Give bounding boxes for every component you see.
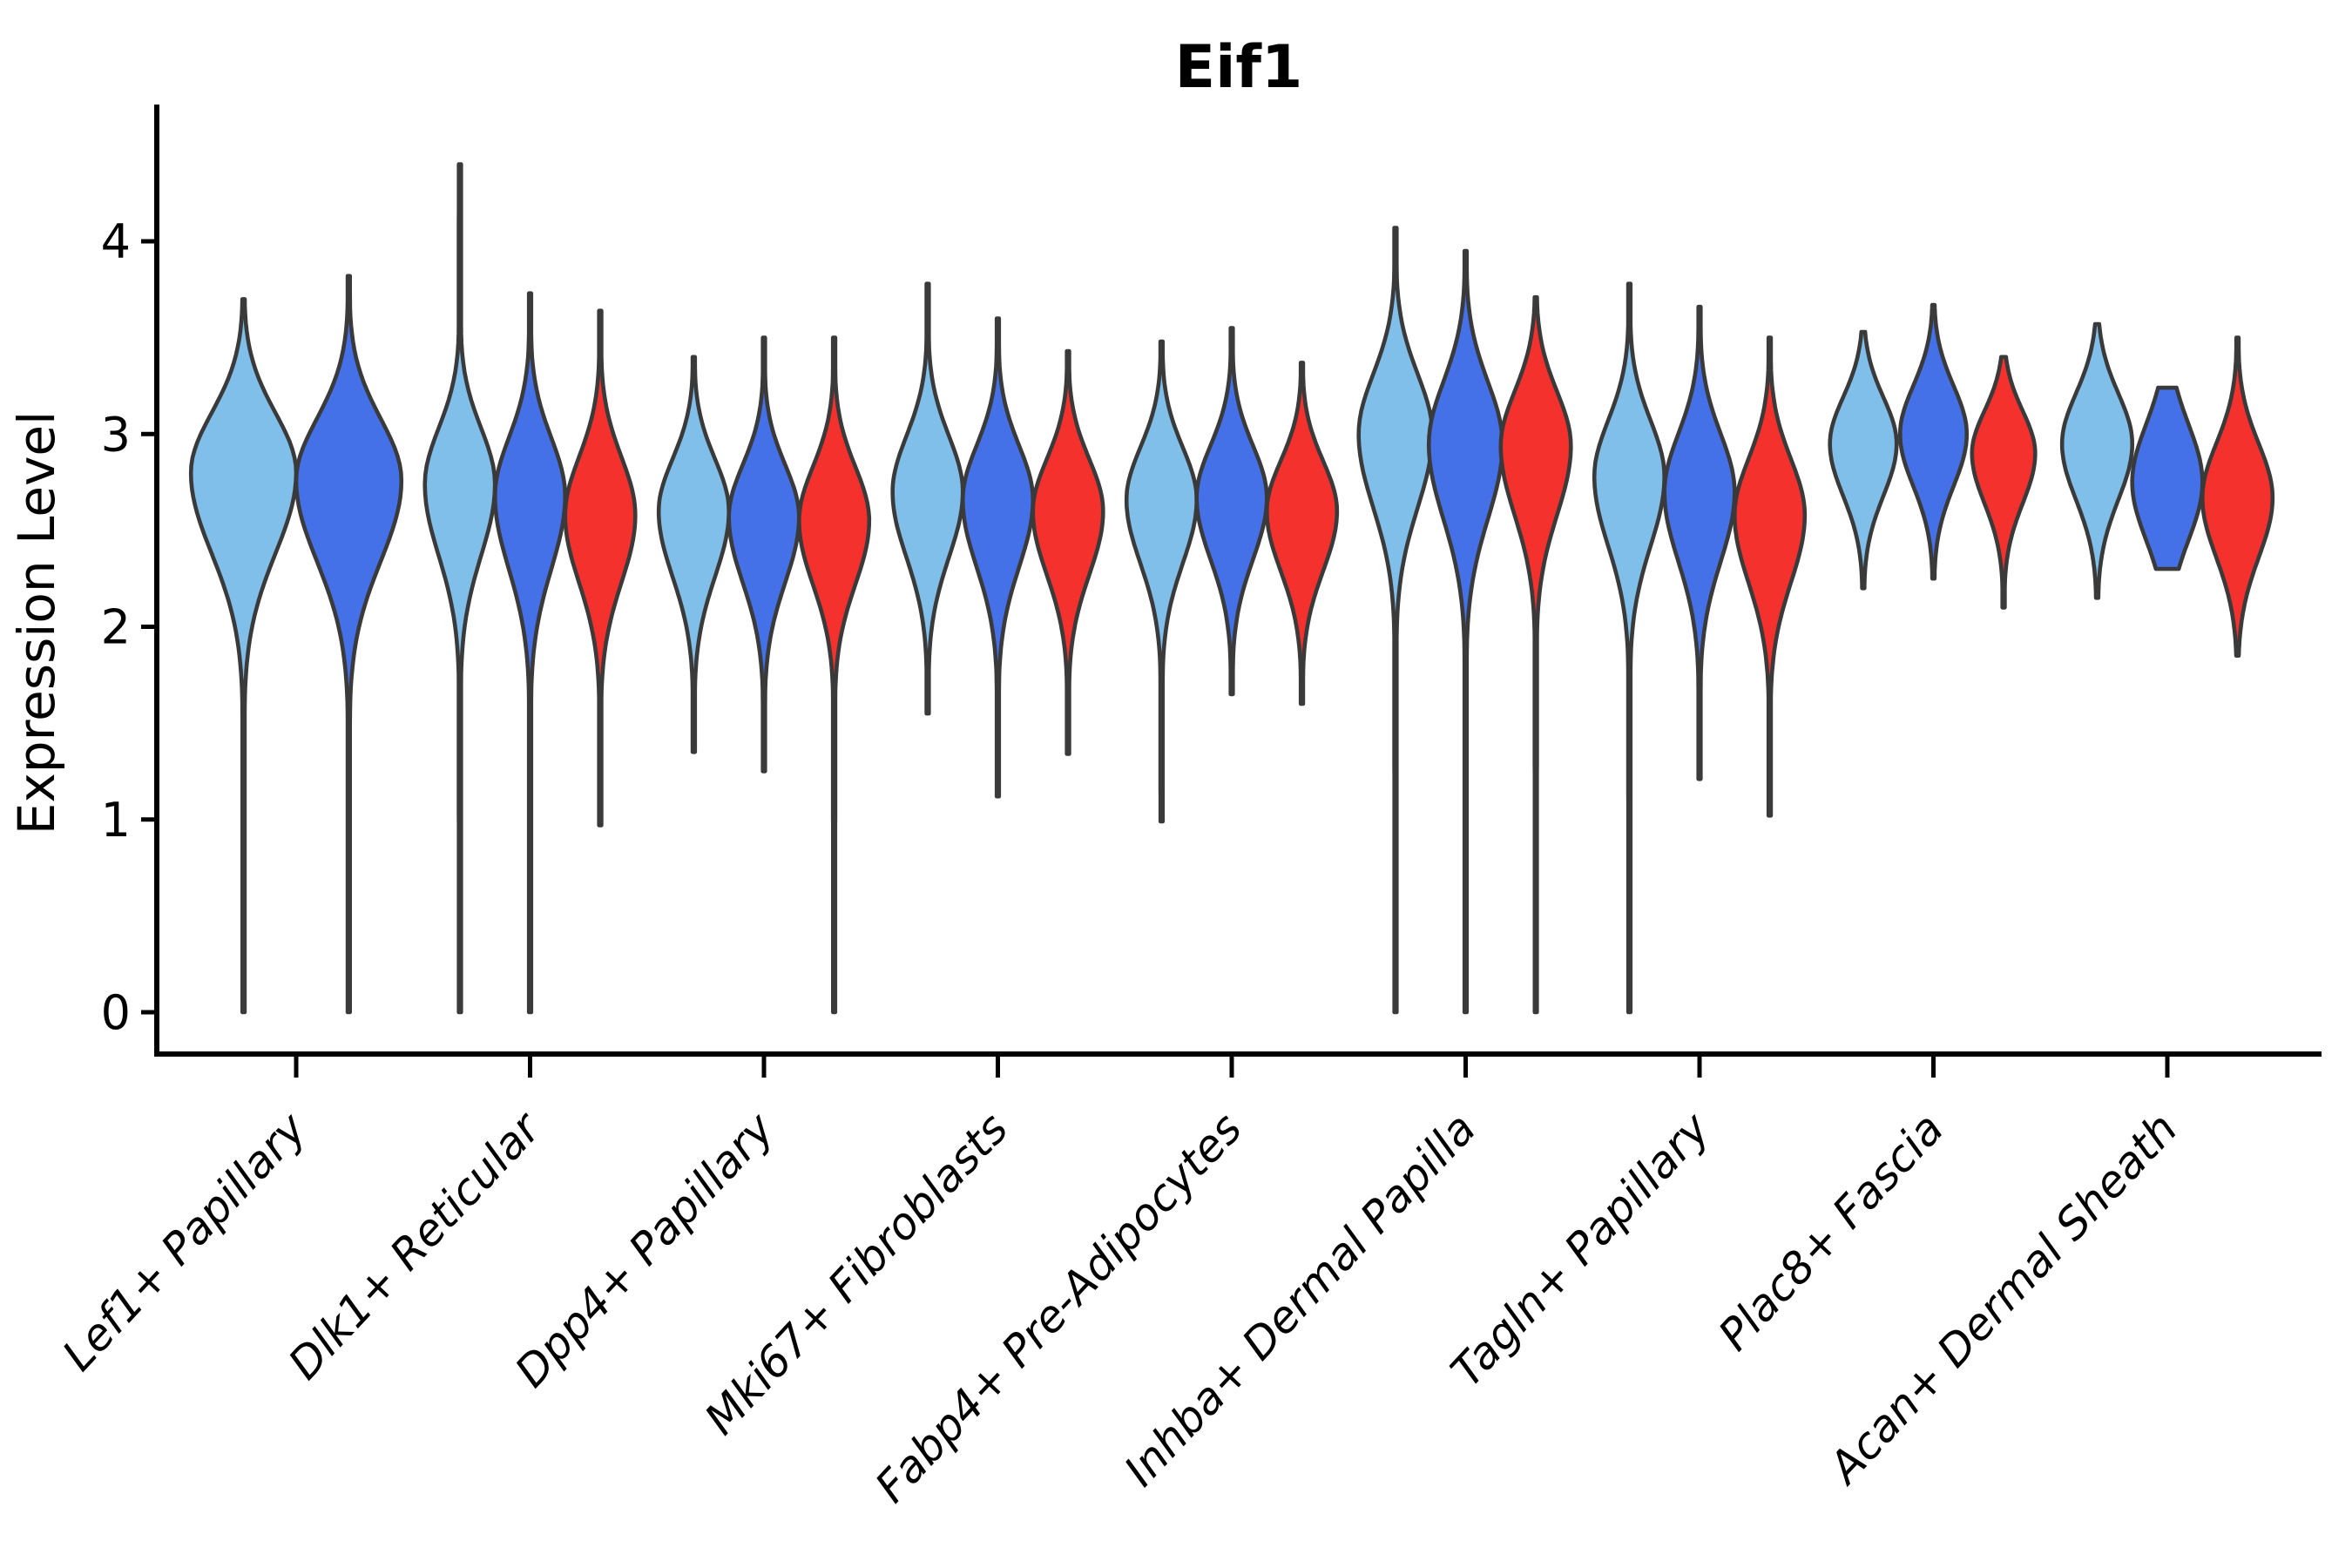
violin-1-split-red bbox=[563, 308, 638, 828]
violin-1-split-royal-blue bbox=[493, 291, 567, 1015]
violin-4-split-light-blue bbox=[1124, 339, 1199, 824]
violin-3-split-light-blue bbox=[890, 281, 965, 716]
violins-layer bbox=[188, 162, 2275, 1015]
violin-2-split-light-blue bbox=[656, 355, 731, 754]
x-tick-label-1: Dlk1+ Reticular bbox=[279, 1101, 552, 1389]
y-tick-label-4: 4 bbox=[101, 214, 131, 269]
violin-3-split-red bbox=[1031, 348, 1105, 756]
violin-2-split-red bbox=[797, 335, 872, 1015]
violin-5-split-light-blue bbox=[1356, 226, 1435, 1015]
violin-8-split-red bbox=[2200, 335, 2275, 658]
violin-4-split-red bbox=[1265, 361, 1340, 706]
violin-5-split-red bbox=[1498, 294, 1573, 1015]
violin-7-split-light-blue bbox=[1828, 329, 1899, 591]
chart-title: Eif1 bbox=[1175, 33, 1303, 102]
violin-2-split-royal-blue bbox=[727, 335, 801, 774]
y-axis-label: Expression Level bbox=[7, 411, 66, 835]
violin-8-split-royal-blue bbox=[2130, 385, 2205, 571]
ticks-layer bbox=[141, 239, 2170, 1078]
y-tick-label-2: 2 bbox=[101, 600, 131, 655]
violin-1-split-light-blue bbox=[422, 162, 497, 1015]
x-tick-label-0: Lef1+ Papillary bbox=[53, 1103, 317, 1381]
violin-8-split-light-blue bbox=[2059, 321, 2134, 600]
violin-7-split-royal-blue bbox=[1898, 302, 1969, 581]
violin-7-split-red bbox=[1970, 355, 2038, 610]
violin-3-split-royal-blue bbox=[960, 316, 1036, 799]
x-tick-label-7: Plac8+ Fascia bbox=[1709, 1104, 1954, 1361]
violin-5-split-royal-blue bbox=[1426, 248, 1505, 1015]
x-tick-label-6: Tagln+ Papillary bbox=[1441, 1103, 1720, 1397]
violin-6-split-red bbox=[1733, 335, 1808, 818]
violin-6-split-royal-blue bbox=[1662, 304, 1737, 781]
violin-6-split-light-blue bbox=[1592, 281, 1666, 1015]
violin-4-split-royal-blue bbox=[1194, 326, 1269, 697]
y-tick-label-1: 1 bbox=[101, 793, 131, 848]
violin-0-split-royal-blue bbox=[294, 274, 404, 1015]
x-tick-label-2: Dpp4+ Papillary bbox=[505, 1103, 785, 1397]
violin-0-split-light-blue bbox=[188, 297, 299, 1015]
y-tick-label-0: 0 bbox=[101, 985, 131, 1040]
y-tick-label-3: 3 bbox=[101, 407, 131, 462]
